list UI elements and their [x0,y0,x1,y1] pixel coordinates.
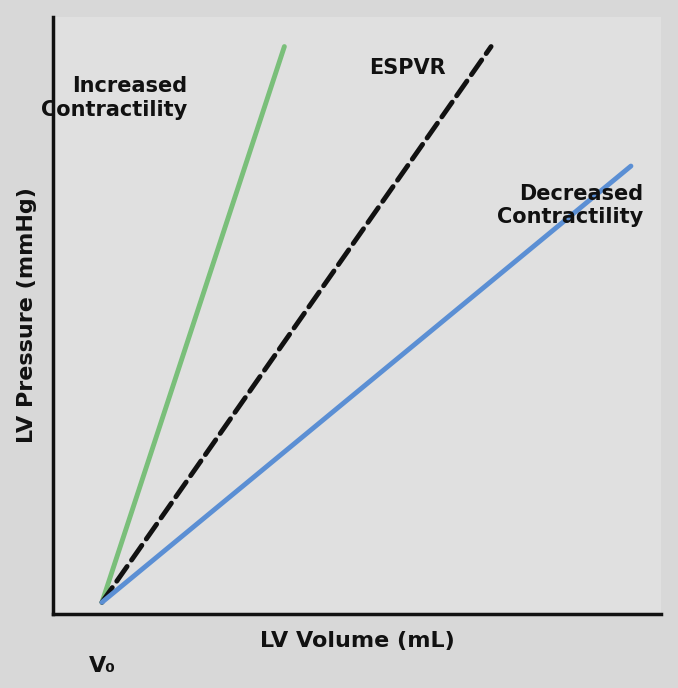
Y-axis label: LV Pressure (mmHg): LV Pressure (mmHg) [17,188,37,443]
Text: V₀: V₀ [88,656,115,676]
Text: Decreased
Contractility: Decreased Contractility [497,184,643,227]
Text: Increased
Contractility: Increased Contractility [41,76,187,120]
Text: ESPVR: ESPVR [370,58,446,78]
X-axis label: LV Volume (mL): LV Volume (mL) [260,631,455,651]
